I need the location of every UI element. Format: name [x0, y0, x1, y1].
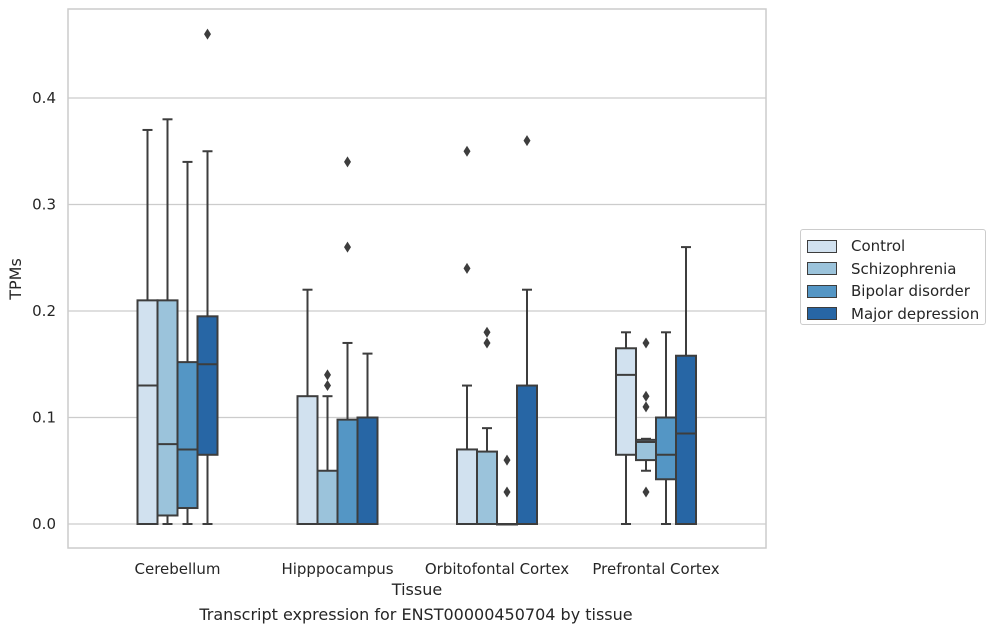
x-tick-label: Cerebellum: [135, 560, 221, 578]
box-schizophrenia: [635, 337, 657, 498]
y-tick-label: 0.1: [32, 409, 56, 427]
outlier-point: [503, 454, 511, 466]
outlier-point: [642, 390, 650, 402]
legend-item: Bipolar disorder: [807, 280, 985, 303]
outlier-point: [463, 145, 471, 157]
outlier-point: [483, 337, 491, 349]
x-axis-label: Tissue: [391, 580, 442, 599]
box-body: [516, 384, 538, 525]
box-control: [456, 145, 478, 526]
y-tick-label: 0.0: [32, 515, 56, 533]
box-body: [476, 450, 498, 525]
x-tick-labels: Cerebellum Hipppocampus Orbitofontal Corte…: [135, 560, 720, 578]
legend-swatch: [807, 307, 837, 321]
outlier-point: [204, 28, 211, 40]
box-schizophrenia: [316, 369, 339, 525]
outlier-point: [324, 380, 331, 392]
box-major-depression: [516, 135, 538, 525]
outlier-point: [523, 135, 531, 147]
box-control: [296, 288, 319, 526]
box-major-depression: [356, 352, 379, 525]
outlier-point: [344, 156, 351, 168]
outlier-point: [324, 369, 331, 381]
legend-swatch: [807, 239, 837, 253]
outlier-point: [642, 337, 650, 349]
box-schizophrenia: [156, 118, 179, 525]
box-body: [316, 469, 339, 525]
y-tick-label: 0.3: [32, 196, 56, 214]
outlier-point: [344, 241, 351, 253]
legend-item: Major depression: [807, 303, 985, 326]
box-body: [156, 299, 179, 517]
outlier-point: [483, 326, 491, 338]
y-axis-label: TPMs: [6, 258, 25, 301]
legend-swatch: [807, 284, 837, 298]
box-body: [615, 347, 637, 456]
box-body: [456, 448, 478, 526]
box-body: [296, 395, 319, 526]
outlier-point: [463, 262, 471, 274]
box-body: [655, 416, 677, 481]
outlier-point: [503, 486, 511, 498]
box-major-depression: [196, 28, 219, 525]
box-schizophrenia: [476, 326, 498, 525]
x-tick-label: Hipppocampus: [281, 560, 393, 578]
legend-label: Control: [851, 237, 906, 256]
box-body: [336, 418, 359, 526]
y-tick-label: 0.2: [32, 302, 56, 320]
outlier-point: [642, 486, 650, 498]
box-bipolar-disorder: [336, 156, 359, 526]
figure-caption: Transcript expression for ENST0000045070…: [199, 605, 633, 624]
legend: Control Schizophrenia Bipolar disorder Majo…: [800, 229, 986, 325]
box-control: [615, 331, 637, 525]
legend-label: Bipolar disorder: [851, 282, 970, 301]
outlier-point: [642, 401, 650, 413]
box-body: [675, 354, 697, 526]
legend-label: Schizophrenia: [851, 259, 957, 278]
box-major-depression: [675, 246, 697, 526]
box-body: [356, 416, 379, 525]
x-tick-label: Orbitofontal Cortex: [425, 560, 569, 578]
y-tick-label: 0.4: [32, 89, 56, 107]
box-body: [136, 299, 159, 525]
legend-item: Control: [807, 235, 985, 258]
y-tick-labels: 0.0 0.1 0.2 0.3 0.4: [32, 89, 56, 533]
box-body: [196, 315, 219, 456]
legend-item: Schizophrenia: [807, 258, 985, 281]
box-body: [176, 361, 199, 510]
box-series: [136, 28, 697, 526]
x-tick-label: Prefrontal Cortex: [592, 560, 719, 578]
legend-label: Major depression: [851, 304, 980, 323]
legend-swatch: [807, 262, 837, 276]
box-bipolar-disorder: [176, 160, 199, 525]
